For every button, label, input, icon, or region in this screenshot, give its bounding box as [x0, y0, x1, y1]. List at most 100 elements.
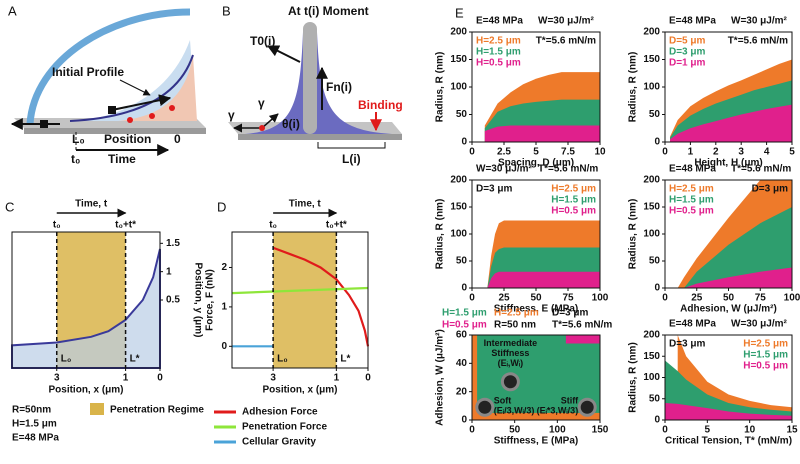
region — [565, 335, 600, 344]
legend-entry: H=1.5 μm — [669, 195, 714, 206]
rod — [303, 22, 317, 134]
x-axis-label: Position, x (μm) — [48, 385, 123, 396]
legend: R=50nm H=1.5 μm E=48 MPa Penetration Regime… — [12, 403, 327, 448]
y-tick-label: 150 — [643, 54, 660, 65]
top-tick-label: t₀+t* — [115, 220, 136, 231]
panel-label: D — [217, 199, 226, 214]
y-tick-label: 0 — [461, 415, 467, 426]
y-tick-label: 100 — [643, 372, 660, 383]
y-tick-label: 200 — [450, 27, 467, 38]
x-axis-label: Height, H (μm) — [694, 158, 762, 169]
legend-entry: Cellular Gravity — [242, 437, 316, 448]
label: Fn(i) — [326, 80, 352, 94]
note: T*=5.6 mN/m — [552, 320, 612, 331]
x-tick-label: 0 — [662, 293, 668, 304]
label: 0 — [174, 132, 181, 146]
legend-entry: H=1.5 μm — [743, 350, 788, 361]
y-tick-label: 1 — [221, 302, 227, 313]
legend-entry: H=1.5 μm — [476, 47, 521, 58]
label: Initial Profile — [52, 65, 124, 79]
x-tick-label: 100 — [549, 425, 566, 436]
top-tick-label: t₀ — [269, 220, 277, 231]
point — [500, 372, 520, 392]
marker-label: L* — [340, 354, 350, 365]
x-axis-label: Spacing, D (μm) — [498, 158, 574, 169]
y-tick-label: 150 — [643, 202, 660, 213]
y-tick-label: 20 — [456, 386, 468, 397]
y-tick-label: 200 — [643, 330, 660, 341]
legend-entry: Penetration Regime — [110, 405, 204, 416]
y-axis-label: Radius, R (nm) — [435, 199, 446, 270]
membrane — [245, 32, 392, 134]
note: T*=5.6 mN/m — [728, 36, 788, 47]
x-tick-label: 1 — [334, 373, 340, 384]
y-tick-label: 0 — [461, 137, 467, 148]
legend-entry: H=2.5 μm — [476, 36, 521, 47]
header: E=48 MPa — [669, 319, 716, 330]
legend-entry: H=0.5 μm — [743, 361, 788, 372]
area — [665, 403, 792, 420]
note: D=3 μm — [552, 308, 589, 319]
marker — [40, 120, 48, 128]
marker-label: L₀ — [61, 354, 72, 365]
point-label: Stiff — [561, 396, 579, 406]
area — [487, 271, 600, 288]
label: t₀ — [71, 152, 80, 166]
x-tick-label: 2 — [713, 147, 719, 158]
header: W=30 μJ/m² — [731, 16, 788, 27]
y-tick-label: 50 — [649, 256, 661, 267]
binding-site — [169, 105, 175, 111]
legend-entry: H=2.5 μm — [494, 308, 539, 319]
point-label: (Eᵢ,Wᵢ) — [498, 358, 524, 368]
y-tick-label: 1 — [166, 266, 172, 277]
marker-label: L₀ — [277, 354, 288, 365]
y-tick-label: 0 — [654, 415, 660, 426]
top-tick-label: t₀+t* — [326, 220, 347, 231]
y-tick-label: 150 — [450, 54, 467, 65]
header: W=30 μJ/m² — [476, 164, 533, 175]
y-tick-label: 150 — [450, 202, 467, 213]
contact-region — [118, 55, 197, 121]
chart: 3 1 0 0.5 1 1.5 Position, x (μm) Position, y (μ… — [5, 199, 203, 396]
parameter: E=48 MPa — [12, 433, 59, 444]
y-axis-label: Radius, R (nm) — [435, 52, 446, 123]
label: L₀ — [72, 132, 85, 146]
y-axis-label: Position, y (μm) — [192, 262, 203, 337]
plot-frame — [471, 334, 601, 421]
y-tick-label: 50 — [649, 393, 661, 404]
panel-label: C — [5, 199, 14, 214]
x-tick-label: 0 — [662, 147, 668, 158]
y-tick-label: 100 — [450, 229, 467, 240]
x-tick-label: 0 — [157, 373, 163, 384]
header: W=30 μJ/m² — [538, 16, 595, 27]
panel-label: E — [455, 5, 464, 20]
x-tick-label: 25 — [691, 293, 703, 304]
area — [670, 104, 792, 142]
legend-entry: H=0.5 μm — [551, 206, 596, 217]
membrane-profile — [69, 54, 194, 122]
legend-entry: D=3 μm — [669, 47, 706, 58]
x-tick-label: 150 — [592, 425, 609, 436]
y-tick-label: 50 — [456, 109, 468, 120]
legend-entry: D=5 μm — [669, 36, 706, 47]
arrow — [119, 79, 151, 96]
x-tick-label: 0 — [469, 293, 475, 304]
diagram-a: A Initial Profile L₀ Position 0 t₀ Time — [8, 3, 206, 166]
legend-entry: H=1.5 μm — [551, 195, 596, 206]
x-axis-label: Stiffness, E (MPa) — [494, 304, 578, 315]
label: T0(i) — [250, 34, 275, 48]
parameter: R=50nm — [12, 405, 51, 416]
x-tick-label: 0 — [662, 425, 668, 436]
x-tick-label: 100 — [784, 293, 800, 304]
label: Time — [108, 152, 136, 166]
y-tick-label: 0.5 — [166, 295, 180, 306]
y-tick-label: 60 — [456, 330, 468, 341]
x-tick-label: 2.5 — [497, 147, 511, 158]
note: D=3 μm — [669, 339, 706, 350]
legend-entry: H=0.5 μm — [476, 58, 521, 69]
x-tick-label: 75 — [755, 293, 767, 304]
x-tick-label: 75 — [562, 293, 574, 304]
x-tick-label: 1 — [688, 147, 694, 158]
